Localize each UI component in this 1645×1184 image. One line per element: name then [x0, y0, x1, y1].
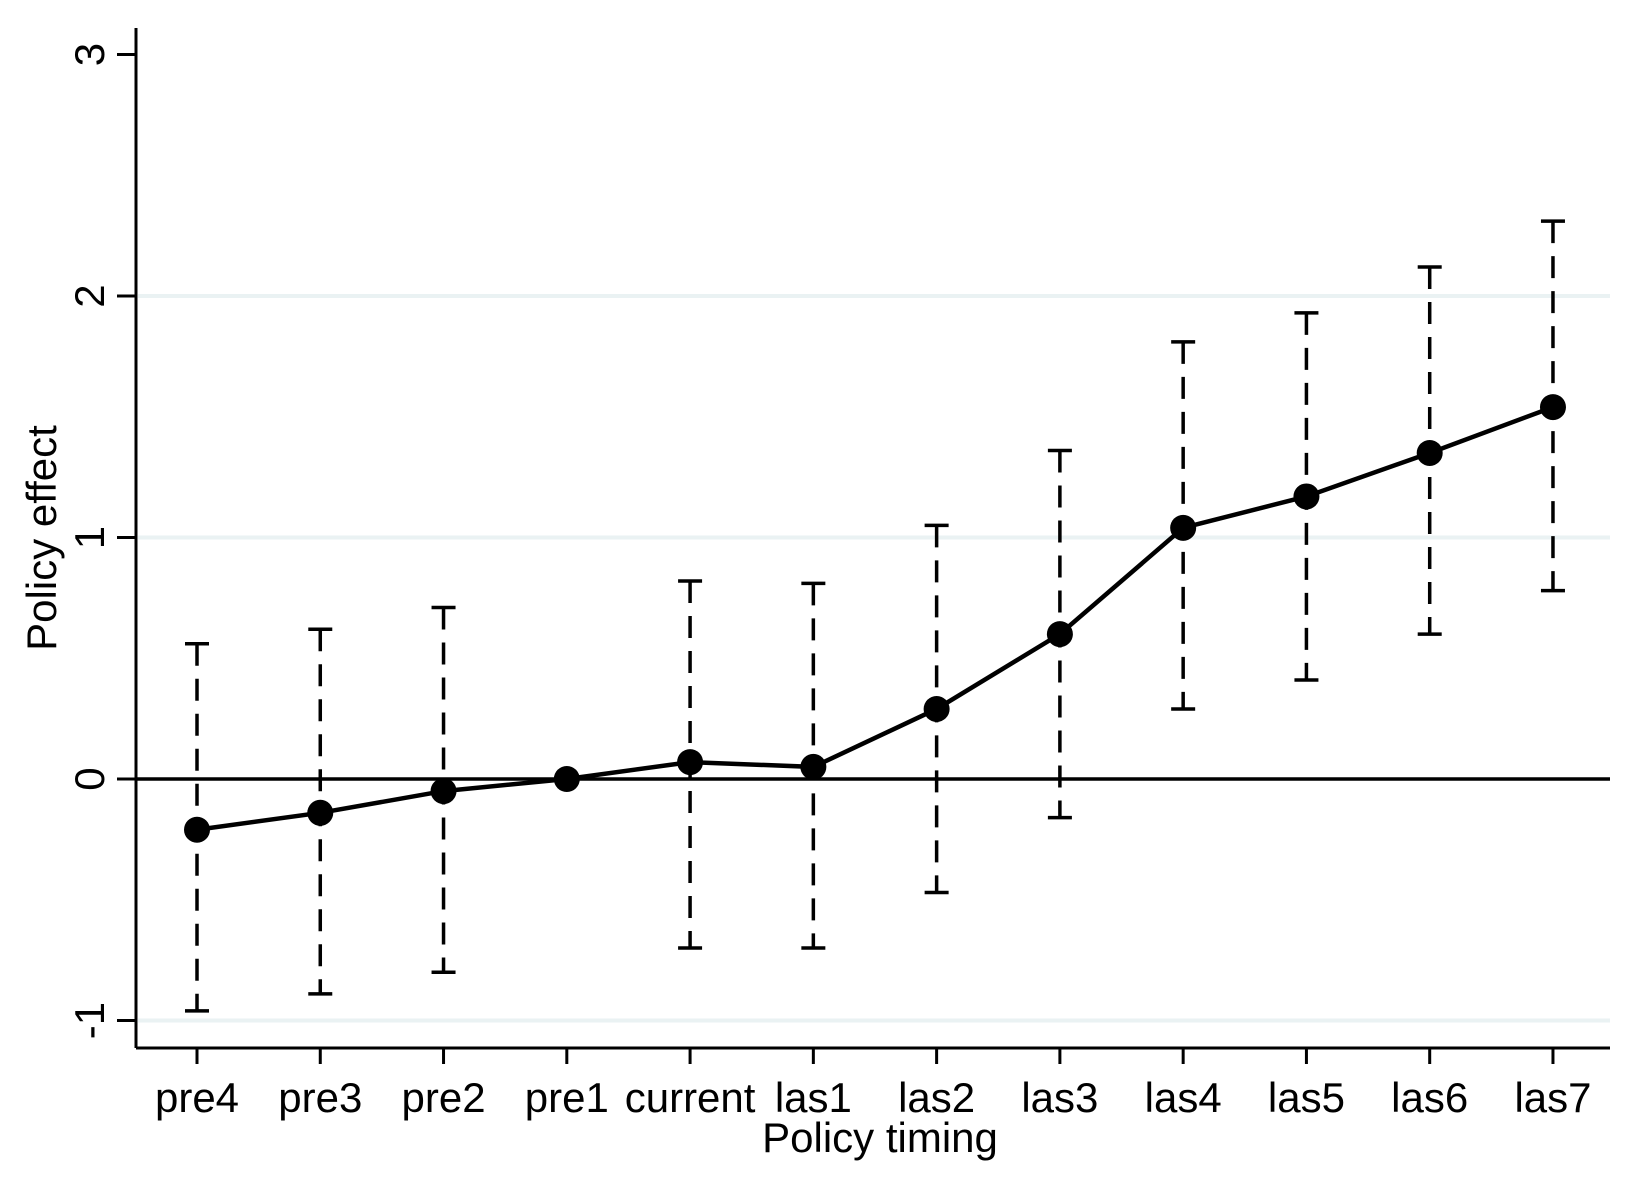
x-tick-label: las5: [1268, 1074, 1345, 1121]
estimate-point: [1293, 483, 1320, 510]
estimate-point: [1046, 621, 1073, 648]
y-axis-title: Policy effect: [18, 425, 65, 651]
x-tick-label: pre2: [402, 1074, 486, 1121]
y-tick-label: 3: [66, 43, 113, 66]
estimate-point: [307, 799, 334, 826]
x-tick-label: pre3: [278, 1074, 362, 1121]
x-tick-label: pre4: [155, 1074, 239, 1121]
x-axis-title: Policy timing: [762, 1114, 998, 1161]
x-tick-label: current: [625, 1074, 756, 1121]
x-tick-label: las3: [1021, 1074, 1098, 1121]
estimate-point: [677, 749, 704, 776]
y-tick-label: 1: [66, 526, 113, 549]
estimate-point: [923, 695, 950, 722]
estimate-point: [430, 778, 457, 805]
estimate-point: [1170, 514, 1197, 541]
x-tick-label: las1: [775, 1074, 852, 1121]
y-tick-label: 2: [66, 284, 113, 307]
estimate-point: [184, 816, 210, 843]
y-tick-label: 0: [66, 767, 113, 790]
x-tick-label: las6: [1391, 1074, 1468, 1121]
y-tick-label: -1: [66, 1002, 113, 1039]
estimate-line: [196, 404, 1554, 832]
estimate-point: [553, 766, 580, 792]
x-tick-label: las4: [1145, 1074, 1222, 1121]
estimate-point: [800, 753, 827, 780]
x-tick-label: pre1: [525, 1074, 609, 1121]
x-tick-label: las7: [1514, 1074, 1591, 1121]
estimate-point: [1539, 394, 1566, 421]
x-tick-label: las2: [898, 1074, 975, 1121]
estimate-point: [1416, 439, 1443, 466]
